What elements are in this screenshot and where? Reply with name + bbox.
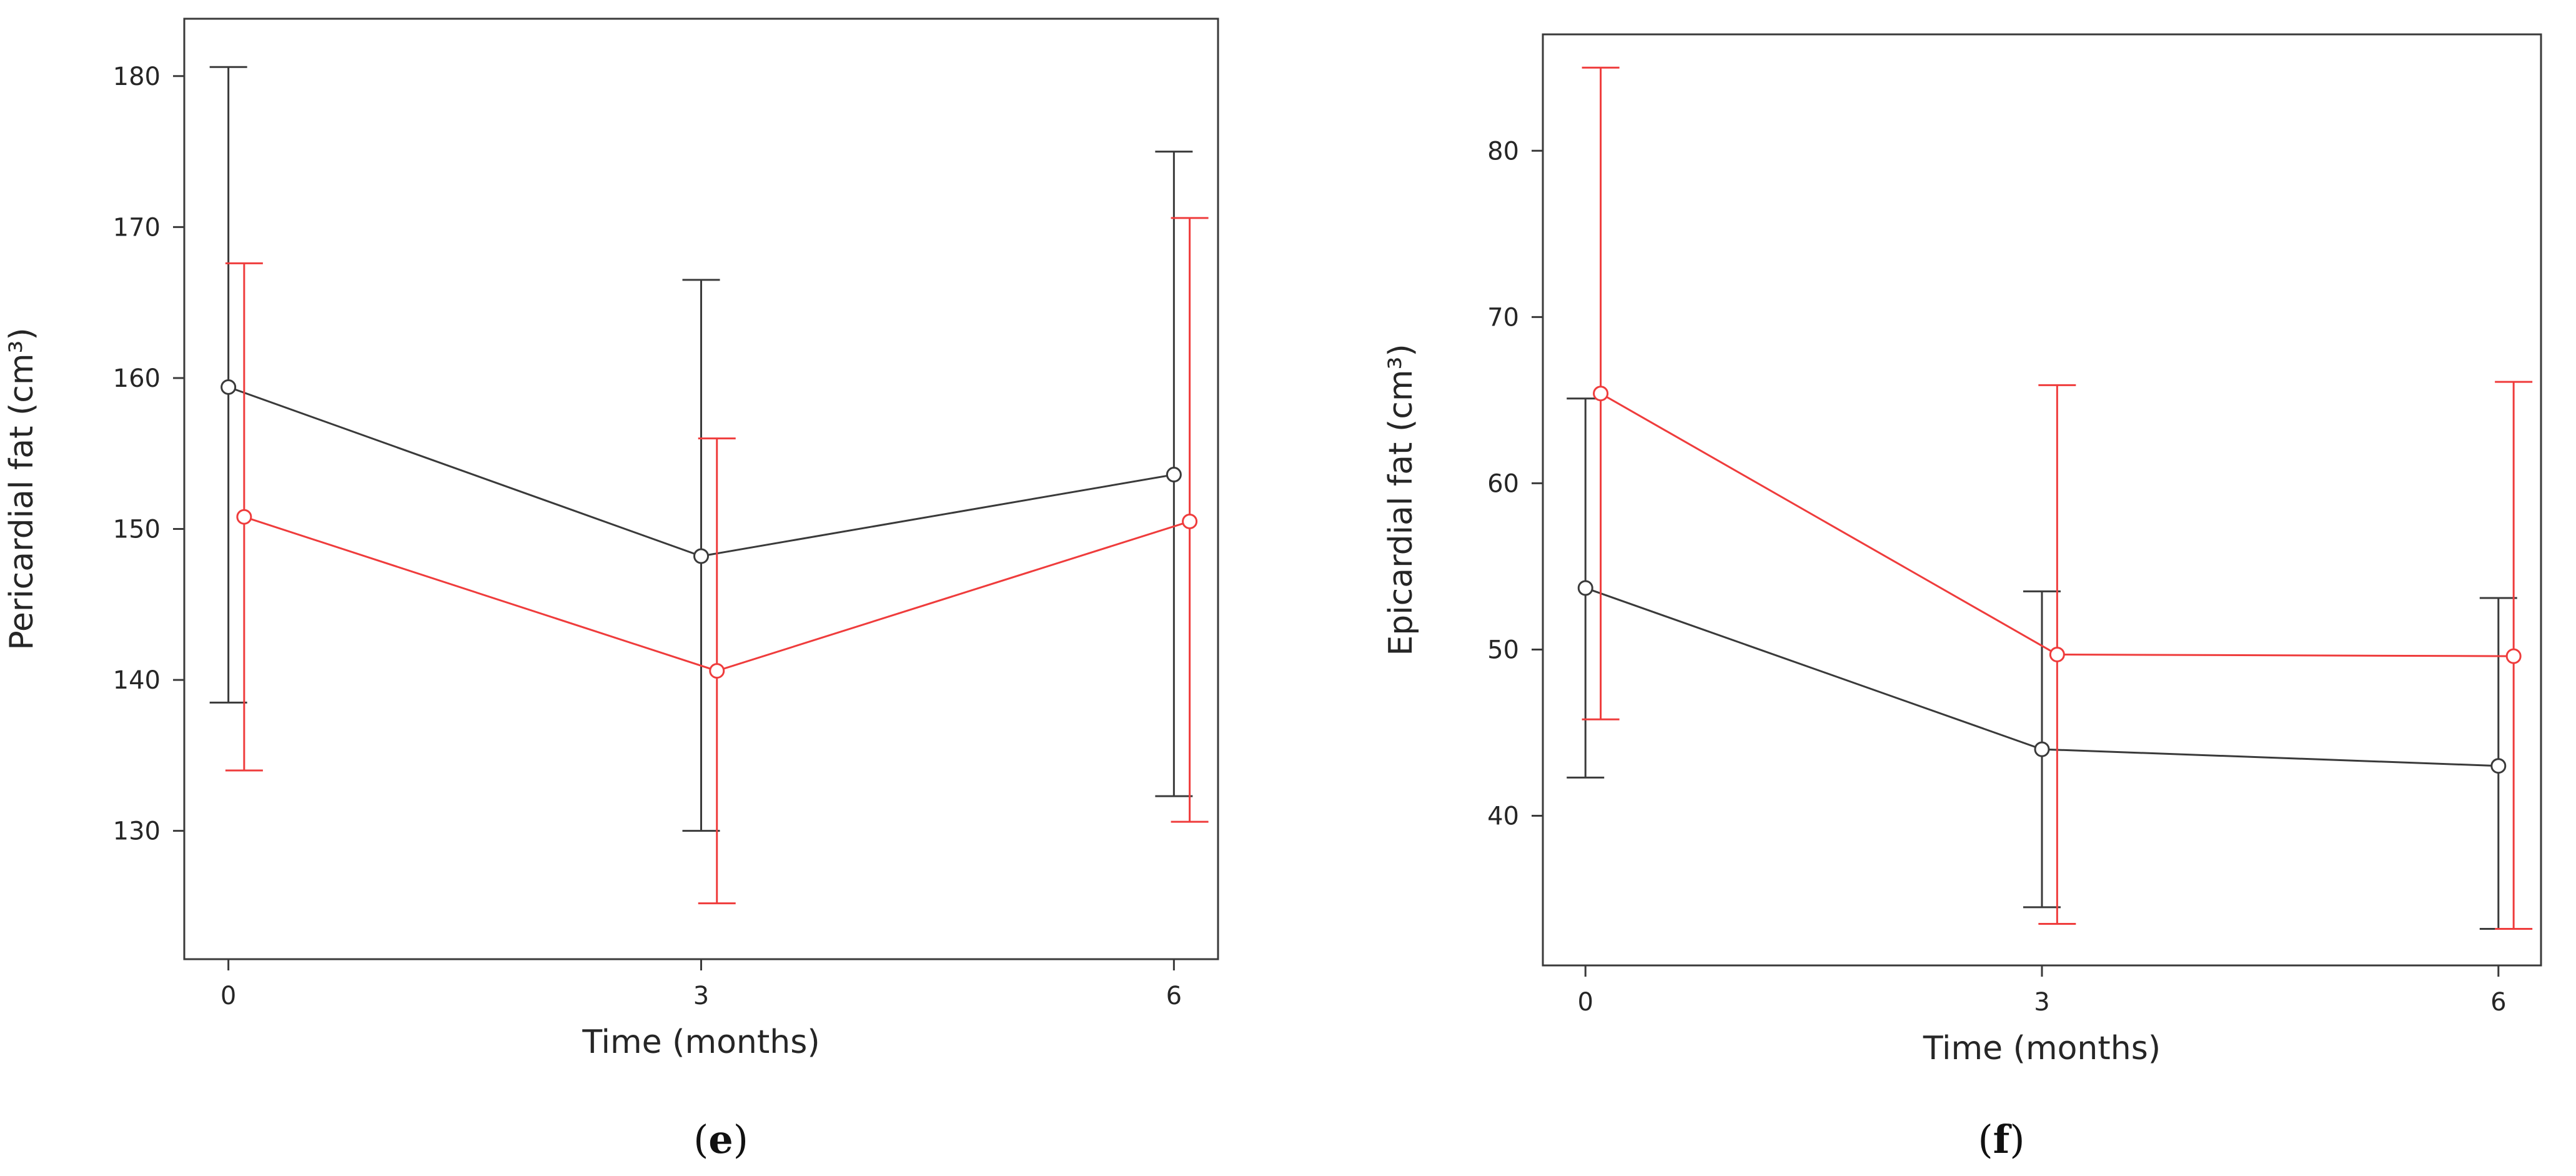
data-point bbox=[236, 509, 252, 525]
panel-label-close: ) bbox=[2009, 1117, 2024, 1162]
series-0 bbox=[1567, 397, 2517, 930]
panel-label-letter: e bbox=[708, 1117, 733, 1162]
panel-label-open: ( bbox=[693, 1117, 708, 1162]
panel-label-letter: f bbox=[1993, 1117, 2012, 1162]
panel-label: (e) bbox=[693, 1117, 748, 1162]
series-0 bbox=[209, 66, 1193, 832]
y-tick-label: 50 bbox=[1487, 635, 1519, 664]
data-point bbox=[2490, 758, 2507, 774]
panel-e: 0 3 6 130 140 150 160 170 180 Time (months) Perica… bbox=[3, 17, 1219, 1162]
data-point bbox=[2505, 648, 2522, 664]
y-tick-label: 160 bbox=[113, 364, 161, 393]
y-axis-label: Pericardial fat (cm³) bbox=[3, 327, 41, 650]
y-tick-label: 180 bbox=[113, 62, 161, 91]
y-tick-label: 130 bbox=[113, 817, 161, 846]
y-tick-label: 80 bbox=[1487, 137, 1519, 166]
data-point bbox=[709, 663, 725, 679]
data-point bbox=[1182, 513, 1198, 529]
x-tick-label: 6 bbox=[1166, 982, 1182, 1010]
x-axis-label: Time (months) bbox=[1923, 1030, 2161, 1067]
panel-f: 0 3 6 40 50 60 70 80 Time (months) Epicardial fat… bbox=[1382, 33, 2542, 1162]
y-tick-label: 70 bbox=[1487, 303, 1519, 332]
series-1 bbox=[1582, 66, 2533, 930]
y-tick-label: 170 bbox=[113, 213, 161, 242]
data-point bbox=[1593, 386, 1609, 402]
y-tick-label: 60 bbox=[1487, 469, 1519, 498]
y-tick-label: 140 bbox=[113, 666, 161, 695]
data-point bbox=[693, 548, 709, 564]
data-point bbox=[1577, 580, 1593, 596]
data-point bbox=[2034, 741, 2050, 757]
x-tick-label: 0 bbox=[220, 982, 236, 1010]
x-tick-label: 0 bbox=[1577, 988, 1593, 1017]
panel-label-close: ) bbox=[733, 1117, 748, 1162]
x-tick-label: 6 bbox=[2490, 988, 2506, 1017]
data-point bbox=[220, 379, 237, 395]
y-axis-label: Epicardial fat (cm³) bbox=[1382, 344, 1420, 655]
x-axis-label: Time (months) bbox=[582, 1024, 820, 1061]
x-tick-label: 3 bbox=[2034, 988, 2049, 1017]
data-point bbox=[2049, 646, 2065, 662]
y-tick-label: 150 bbox=[113, 516, 161, 544]
data-point bbox=[1166, 467, 1182, 483]
panel-label: (f) bbox=[1978, 1117, 2024, 1162]
x-tick-label: 3 bbox=[693, 982, 709, 1010]
panel-label-open: ( bbox=[1978, 1117, 1993, 1162]
y-tick-label: 40 bbox=[1487, 802, 1519, 831]
series-1 bbox=[225, 217, 1209, 905]
